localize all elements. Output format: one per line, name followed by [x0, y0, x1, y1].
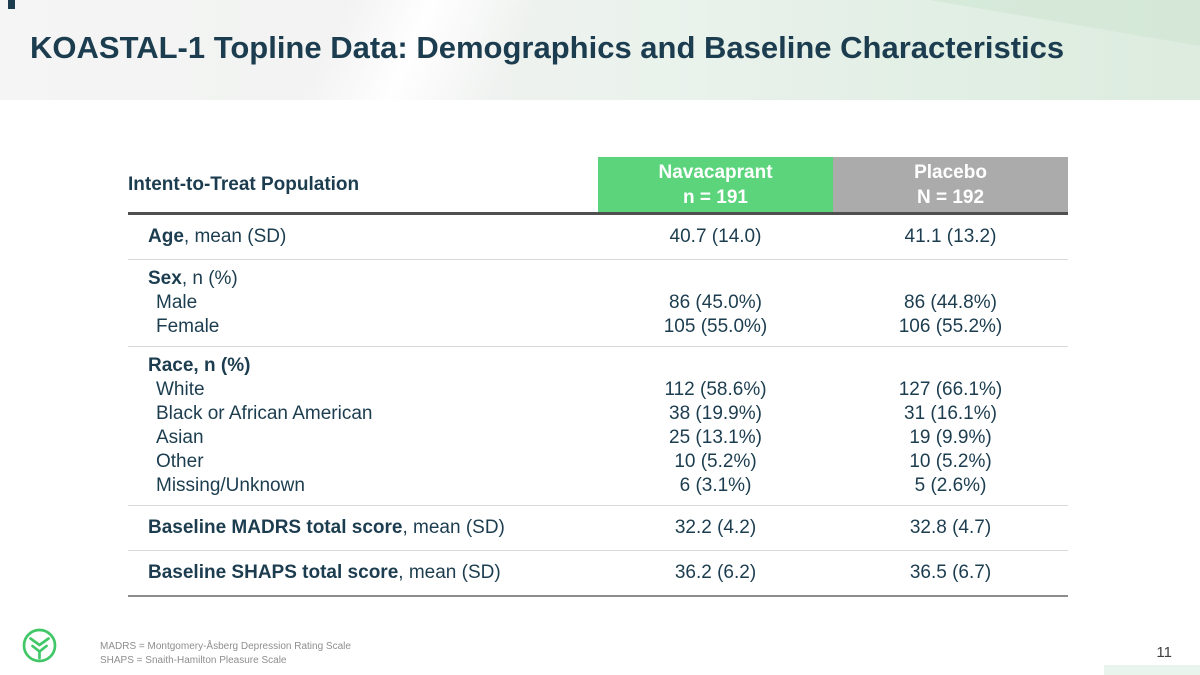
- slide-title: KOASTAL-1 Topline Data: Demographics and…: [30, 30, 1065, 65]
- table-row: Asian 25 (13.1%) 19 (9.9%): [128, 426, 1068, 450]
- row-value: 86 (45.0%): [669, 292, 762, 313]
- column-header-label: Navacaprant: [658, 161, 773, 183]
- row-value: 32.8 (4.7): [909, 517, 992, 538]
- column-header-sublabel: N = 192: [916, 186, 985, 208]
- row-value: [598, 267, 833, 291]
- table-row: Sex, n (%): [128, 267, 1068, 291]
- column-header-placebo: Placebo N = 192: [833, 157, 1068, 212]
- column-header-navacaprant: Navacaprant n = 191: [598, 157, 833, 212]
- row-label: Female: [156, 316, 220, 337]
- row-value: 41.1 (13.2): [904, 226, 997, 247]
- table-row: Missing/Unknown 6 (3.1%) 5 (2.6%): [128, 474, 1068, 498]
- table-row: Race, n (%): [128, 354, 1068, 378]
- table-corner-label: Intent-to-Treat Population: [128, 173, 360, 195]
- table-row: Baseline SHAPS total score, mean (SD) 36.…: [128, 561, 1068, 585]
- row-label: Missing/Unknown: [156, 475, 305, 496]
- page-number: 11: [1156, 644, 1172, 661]
- row-value: 86 (44.8%): [904, 292, 997, 313]
- footnote-shaps: SHAPS = Snaith-Hamilton Pleasure Scale: [100, 655, 287, 666]
- table-group: Baseline SHAPS total score, mean (SD) 36.…: [128, 550, 1068, 595]
- row-label: Baseline SHAPS total score, mean (SD): [148, 562, 501, 583]
- row-value: [598, 354, 833, 378]
- row-label: White: [156, 379, 205, 400]
- row-value: 127 (66.1%): [898, 379, 1003, 400]
- company-logo-icon: [21, 627, 58, 669]
- row-value: 106 (55.2%): [898, 316, 1003, 337]
- row-label: Other: [156, 451, 204, 472]
- table-row: Baseline MADRS total score, mean (SD) 32.…: [128, 516, 1068, 540]
- row-value: 19 (9.9%): [909, 427, 992, 448]
- demographics-table: Intent-to-Treat Population Navacaprant n…: [128, 157, 1068, 597]
- header-band: [0, 0, 1200, 100]
- row-value: 112 (58.6%): [664, 379, 767, 400]
- row-value: 40.7 (14.0): [669, 226, 762, 247]
- bottom-right-accent: [1104, 665, 1200, 675]
- row-value: 10 (5.2%): [909, 451, 992, 472]
- table-row: Other 10 (5.2%) 10 (5.2%): [128, 450, 1068, 474]
- table-row: Age, mean (SD) 40.7 (14.0) 41.1 (13.2): [128, 225, 1068, 249]
- table-row: Female 105 (55.0%) 106 (55.2%): [128, 315, 1068, 339]
- column-header-sublabel: n = 191: [683, 186, 748, 208]
- table-row: Black or African American 38 (19.9%) 31 (1…: [128, 402, 1068, 426]
- row-label: Black or African American: [156, 403, 373, 424]
- row-label: Sex, n (%): [148, 268, 238, 289]
- table-header-row: Intent-to-Treat Population Navacaprant n…: [128, 157, 1068, 215]
- table-body: Age, mean (SD) 40.7 (14.0) 41.1 (13.2) Sex,…: [128, 215, 1068, 597]
- row-value: 38 (19.9%): [669, 403, 762, 424]
- row-value: 105 (55.0%): [663, 316, 768, 337]
- footnotes: MADRS = Montgomery-Åsberg Depression Rat…: [100, 640, 351, 668]
- row-value: 5 (2.6%): [914, 475, 987, 496]
- row-value: 36.5 (6.7): [909, 562, 992, 583]
- table-group: Sex, n (%) Male 86 (45.0%) 86 (44.8%) Female…: [128, 259, 1068, 346]
- row-value: 6 (3.1%): [679, 475, 752, 496]
- table-row: Male 86 (45.0%) 86 (44.8%): [128, 291, 1068, 315]
- row-label: Male: [156, 292, 198, 313]
- row-value: [833, 267, 1068, 291]
- top-left-accent-mark: [8, 0, 15, 9]
- row-label: Baseline MADRS total score, mean (SD): [148, 517, 505, 538]
- row-value: 36.2 (6.2): [674, 562, 757, 583]
- row-value: 31 (16.1%): [904, 403, 997, 424]
- row-label: Age, mean (SD): [148, 226, 287, 247]
- footnote-madrs: MADRS = Montgomery-Åsberg Depression Rat…: [100, 641, 351, 652]
- table-group: Age, mean (SD) 40.7 (14.0) 41.1 (13.2): [128, 215, 1068, 259]
- row-value: 25 (13.1%): [669, 427, 762, 448]
- row-label: Race, n (%): [148, 355, 251, 376]
- table-row: White 112 (58.6%) 127 (66.1%): [128, 378, 1068, 402]
- row-value: 32.2 (4.2): [674, 517, 757, 538]
- column-header-label: Placebo: [914, 161, 987, 183]
- table-group: Baseline MADRS total score, mean (SD) 32.…: [128, 505, 1068, 550]
- row-label: Asian: [156, 427, 204, 448]
- row-value: 10 (5.2%): [674, 451, 757, 472]
- row-value: [833, 354, 1068, 378]
- table-group: Race, n (%) White 112 (58.6%) 127 (66.1%) Bl…: [128, 346, 1068, 505]
